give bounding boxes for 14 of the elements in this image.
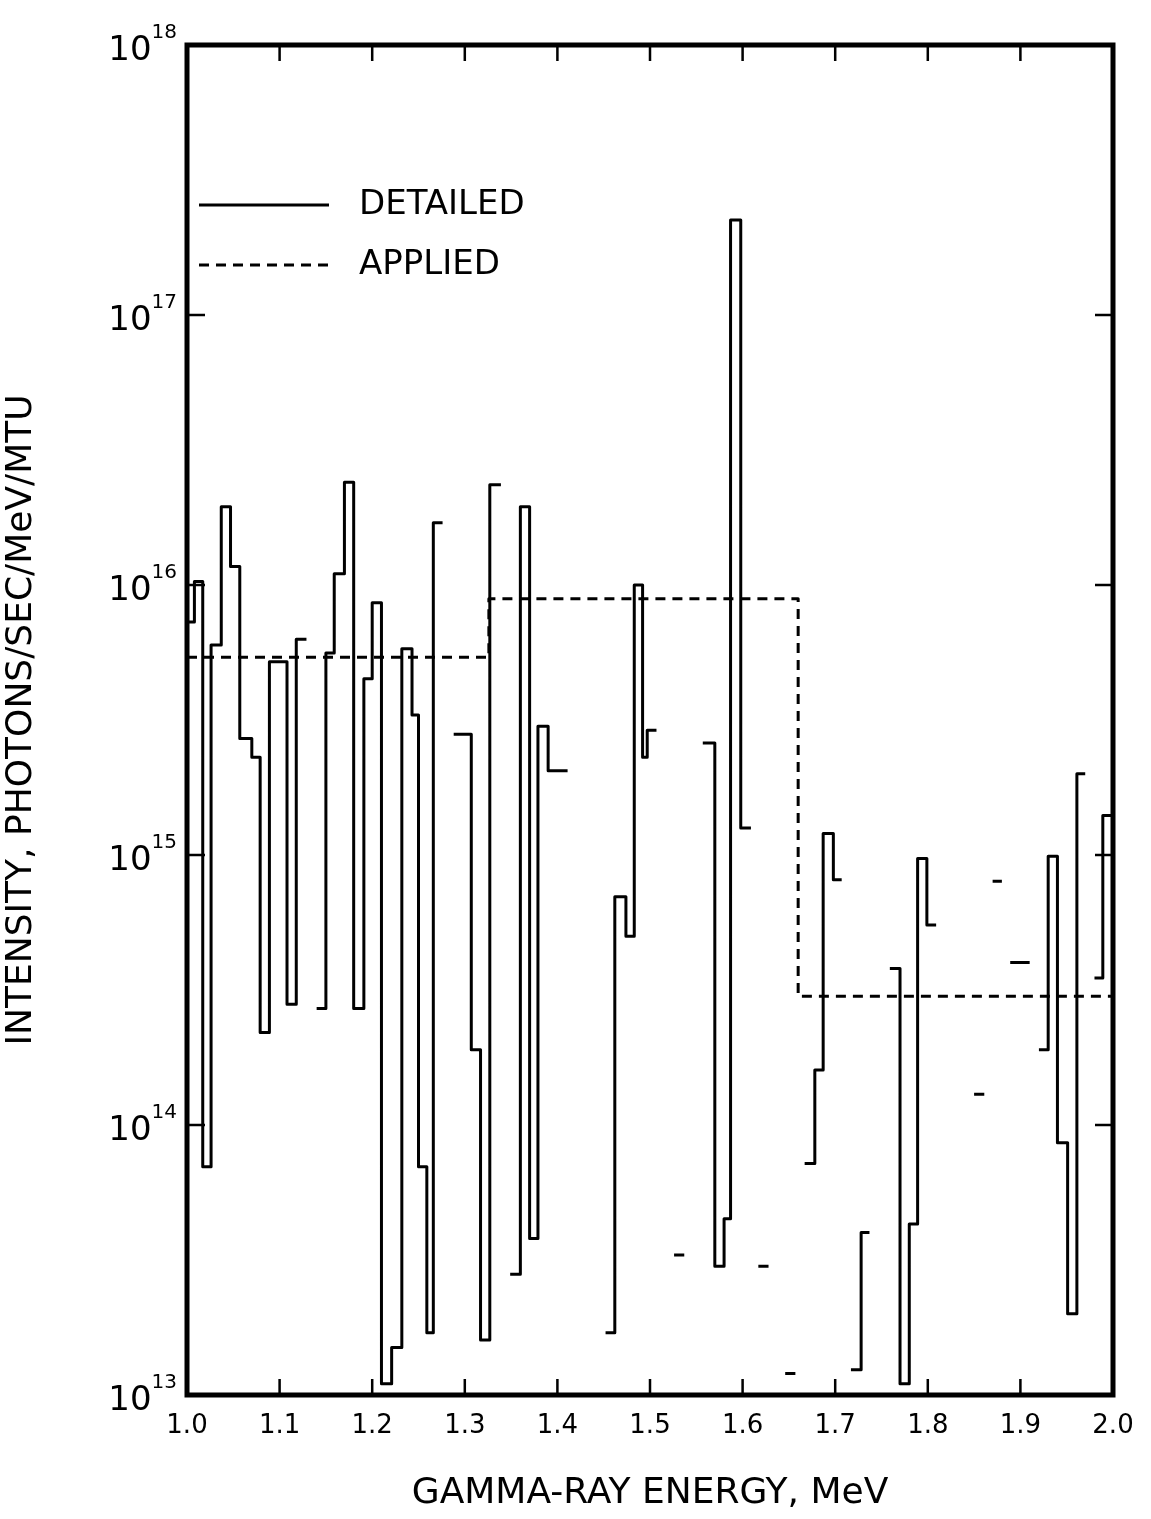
x-tick-label: 1.6 [721,1409,764,1440]
y-axis-title: INTENSITY, PHOTONS/SEC/MeV/MTU [0,394,39,1046]
x-axis-title: GAMMA-RAY ENERGY, MeV [411,1469,889,1511]
legend-label: APPLIED [359,241,500,282]
x-tick-label: 1.2 [351,1409,393,1440]
x-tick-label: 1.1 [258,1409,301,1440]
x-tick-label: 2.0 [1092,1409,1134,1440]
x-tick-label: 1.4 [536,1409,579,1440]
x-tick-label: 1.3 [444,1409,486,1440]
x-tick-label: 1.7 [814,1409,856,1440]
x-tick-label: 1.9 [999,1409,1042,1440]
legend-label: DETAILED [359,181,525,222]
x-tick-label: 1.5 [629,1409,671,1440]
x-tick-label: 1.8 [907,1409,949,1440]
